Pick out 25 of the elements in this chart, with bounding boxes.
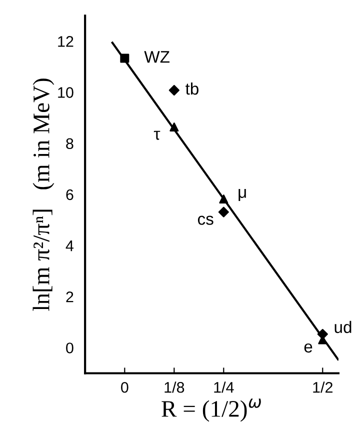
point <box>168 84 180 96</box>
y-tick-label: 2 <box>66 291 74 302</box>
point <box>120 54 130 63</box>
x-tick-label: 1/4 <box>214 382 234 393</box>
point <box>218 206 229 218</box>
y-tick-label: 8 <box>66 138 74 150</box>
x-tick-label: 0 <box>121 382 128 393</box>
y-tick-label: 6 <box>66 189 74 200</box>
annotation: τ <box>154 130 160 140</box>
point <box>170 122 179 132</box>
annotation: tb <box>186 82 198 95</box>
y-tick-label: 12 <box>58 36 74 47</box>
x-tick-label: 1/2 <box>313 382 332 393</box>
y-tick-label: 0 <box>66 342 74 354</box>
annotation: μ <box>238 188 246 201</box>
y-tick-label: 10 <box>58 87 74 98</box>
y-axis-title: ln[m π²/πⁿ] (m in MeV) <box>32 78 54 311</box>
x-tick-label: 1/8 <box>164 382 184 393</box>
annotation: cs <box>198 216 214 225</box>
annotation: ud <box>334 320 352 334</box>
point <box>219 194 228 204</box>
y-tick-label: 4 <box>66 240 74 252</box>
annotation: WZ <box>144 51 170 63</box>
annotation: e <box>304 343 312 353</box>
x-axis-title: R = (1/2)$^{ω}$ <box>162 398 261 422</box>
